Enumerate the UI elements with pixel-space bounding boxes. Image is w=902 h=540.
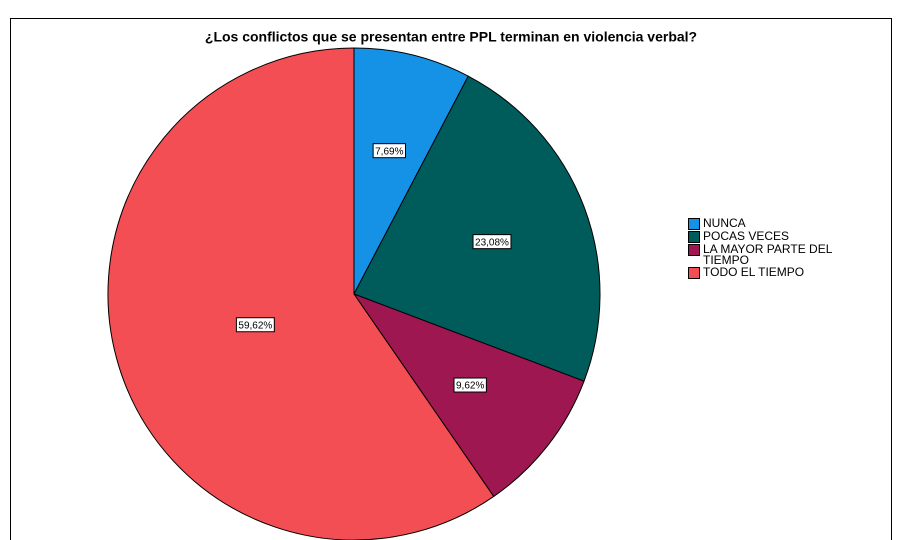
- legend-swatch: [688, 218, 700, 230]
- legend-item: NUNCA: [688, 216, 853, 230]
- pie-slice: [353, 47, 469, 295]
- data-label: 23,08%: [475, 237, 509, 248]
- legend-item: LA MAYOR PARTE DEL TIEMPO: [688, 242, 853, 267]
- legend-item: TODO EL TIEMPO: [688, 265, 853, 279]
- legend-item: POCAS VECES: [688, 229, 853, 243]
- pie-slice: [353, 75, 601, 382]
- chart-title: ¿Los conflictos que se presentan entre P…: [205, 29, 697, 45]
- legend-label: LA MAYOR PARTE DEL TIEMPO: [703, 242, 832, 267]
- legend-swatch: [688, 244, 700, 256]
- data-labels: 7,69% 23,08% 9,62% 59,62%: [235, 143, 512, 393]
- legend-label: TODO EL TIEMPO: [703, 265, 805, 279]
- legend-swatch: [688, 267, 700, 279]
- data-label: 7,69%: [375, 146, 403, 157]
- legend-label: NUNCA: [703, 216, 746, 230]
- data-label-box: [453, 377, 487, 393]
- pie: [107, 47, 601, 540]
- data-label: 9,62%: [456, 381, 484, 392]
- pie-slice: [352, 292, 585, 498]
- legend: NUNCA POCAS VECES LA MAYOR PARTE DEL TIEMP…: [688, 216, 853, 280]
- data-label-box: [235, 317, 275, 333]
- data-label-box: [472, 234, 512, 250]
- data-label: 59,62%: [238, 320, 272, 331]
- legend-label: POCAS VECES: [703, 229, 790, 243]
- data-label-box: [372, 143, 406, 159]
- legend-swatch: [688, 231, 700, 243]
